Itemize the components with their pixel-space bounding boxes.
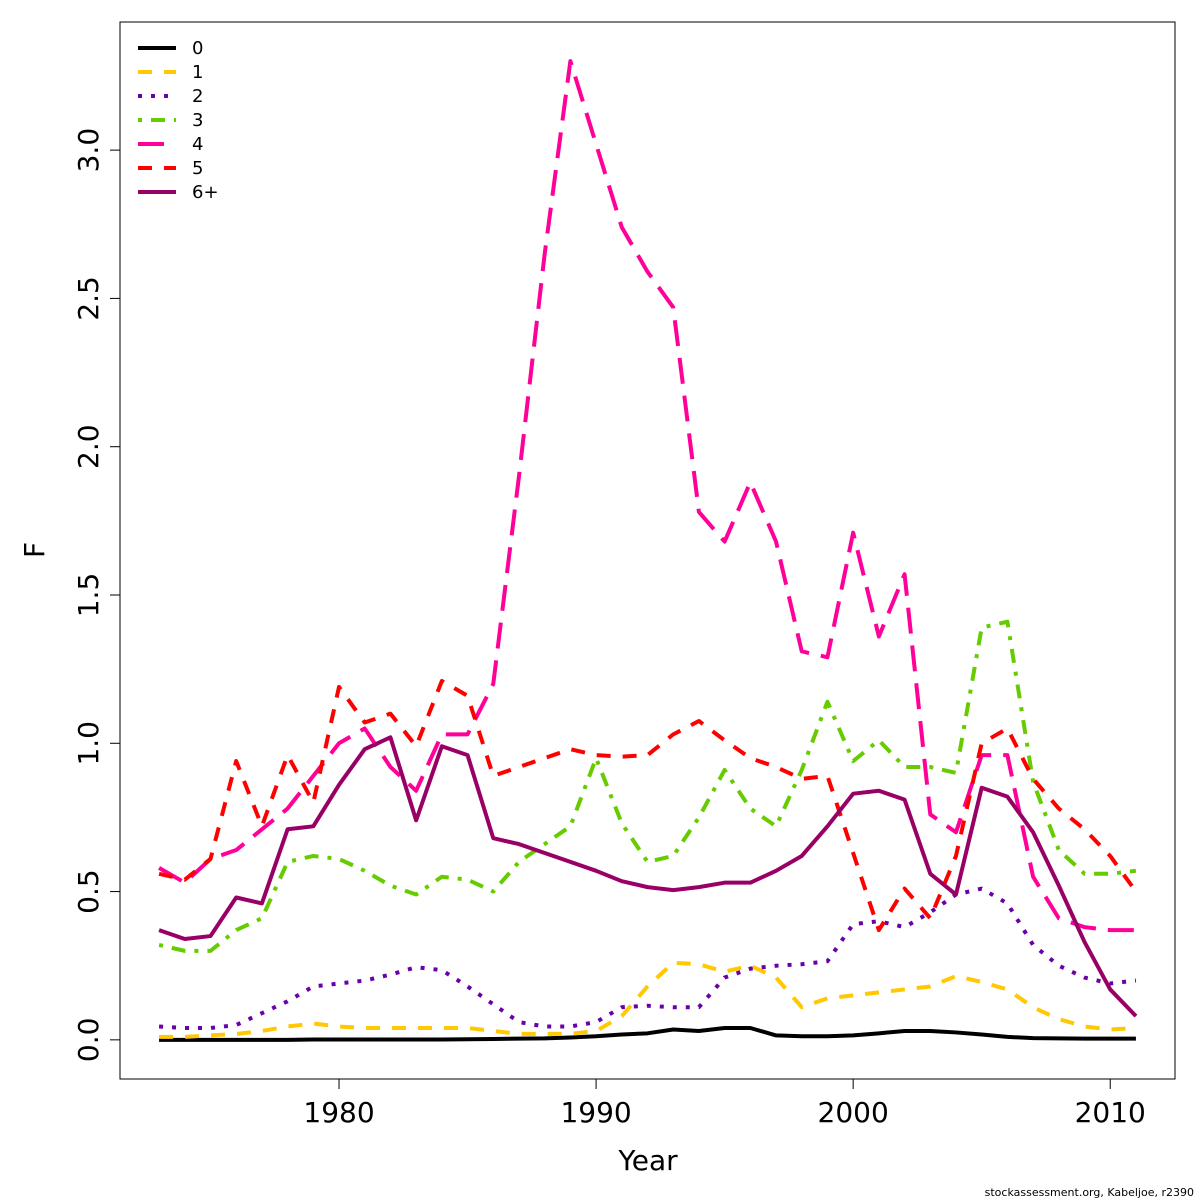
y-tick-label: 0.0 [72, 1018, 105, 1063]
series-line [159, 960, 1137, 1039]
y-tick-label: 2.5 [72, 276, 105, 321]
legend-label: 1 [192, 62, 203, 83]
x-tick-label: 1990 [560, 1096, 631, 1129]
legend-label: 5 [192, 158, 203, 179]
legend-label: 2 [192, 86, 203, 107]
y-tick-label: 0.5 [72, 869, 105, 914]
y-axis-label: F [18, 542, 51, 558]
y-tick-label: 2.0 [72, 424, 105, 469]
x-tick-label: 2010 [1075, 1096, 1146, 1129]
series-line [159, 1025, 1136, 1042]
series-line [158, 678, 1138, 933]
y-tick-label: 3.0 [72, 128, 105, 173]
series-line [158, 59, 1136, 933]
x-axis-label: Year [617, 1144, 678, 1177]
footnote: stockassessment.org, Kabeljoe, r2390 [985, 1186, 1194, 1199]
y-tick-label: 1.5 [72, 573, 105, 618]
x-tick-label: 2000 [818, 1096, 889, 1129]
series-line [158, 619, 1137, 953]
y-tick-label: 1.0 [72, 721, 105, 766]
legend-label: 6+ [192, 182, 219, 203]
x-tick-label: 1980 [303, 1096, 374, 1129]
series-line [158, 886, 1137, 1030]
series-line [158, 735, 1138, 1018]
legend-label: 3 [192, 110, 203, 131]
plot-frame [119, 21, 1176, 1080]
legend-label: 0 [192, 38, 203, 59]
legend-label: 4 [192, 134, 203, 155]
